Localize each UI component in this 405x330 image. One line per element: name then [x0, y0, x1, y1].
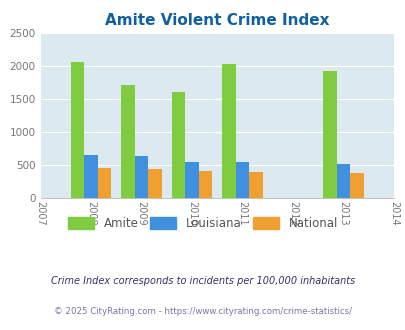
Bar	[235, 162, 249, 198]
Bar	[70, 62, 84, 198]
Bar	[121, 85, 134, 198]
Legend: Amite, Louisiana, National: Amite, Louisiana, National	[63, 213, 342, 235]
Bar	[84, 155, 98, 198]
Title: Amite Violent Crime Index: Amite Violent Crime Index	[105, 13, 328, 28]
Text: © 2025 CityRating.com - https://www.cityrating.com/crime-statistics/: © 2025 CityRating.com - https://www.city…	[54, 307, 351, 315]
Bar	[185, 162, 198, 198]
Text: Crime Index corresponds to incidents per 100,000 inhabitants: Crime Index corresponds to incidents per…	[51, 276, 354, 286]
Bar	[249, 172, 262, 198]
Bar	[222, 64, 235, 198]
Bar	[336, 164, 349, 198]
Bar	[349, 173, 363, 198]
Bar	[98, 168, 111, 198]
Bar	[171, 92, 185, 198]
Bar	[134, 156, 148, 198]
Bar	[148, 169, 162, 198]
Bar	[198, 171, 212, 198]
Bar	[322, 71, 336, 198]
